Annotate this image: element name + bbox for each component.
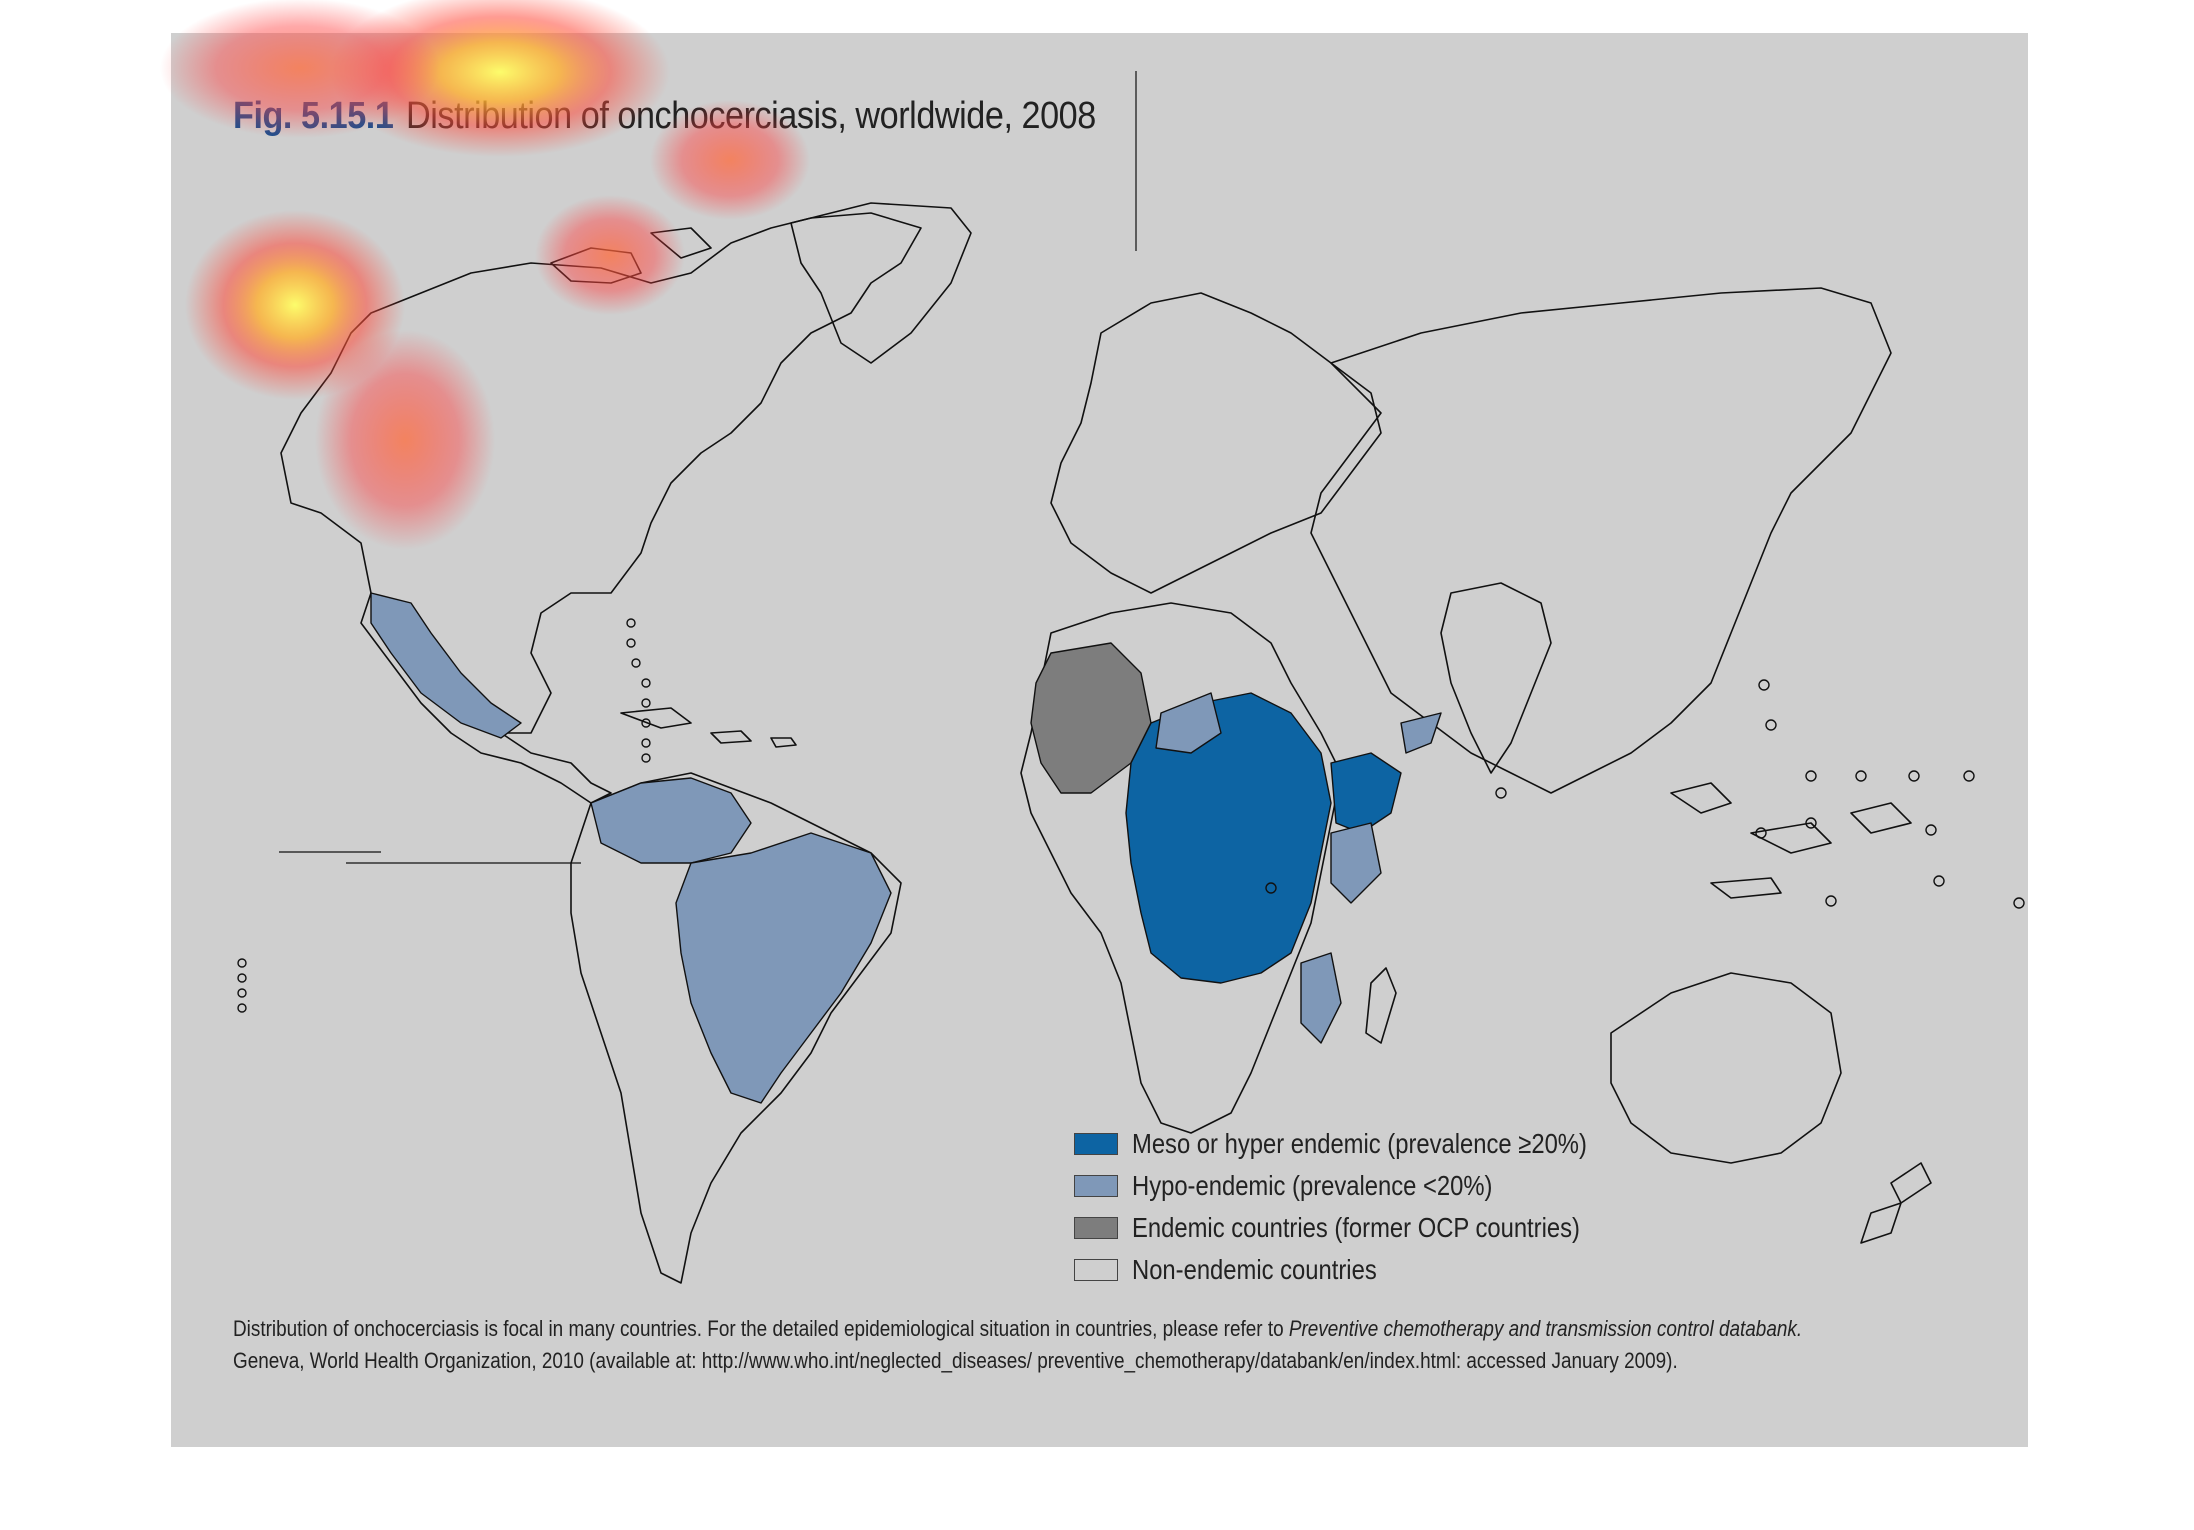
legend-item-meso-hyper: Meso or hyper endemic (prevalence ≥20%) — [1074, 1123, 1667, 1165]
figure-title-text: Distribution of onchocerciasis, worldwid… — [406, 95, 1096, 137]
legend-label-hypo: Hypo-endemic (prevalence <20%) — [1132, 1170, 1493, 1201]
south-america-outline — [570, 772, 902, 1284]
region-hypo-sahel — [1155, 692, 1222, 754]
note-line-1: Distribution of onchocerciasis is focal … — [233, 1313, 1802, 1345]
southeast-asia-islands — [1670, 782, 1912, 899]
figure-note: Distribution of onchocerciasis is focal … — [233, 1313, 1993, 1377]
legend-label-non-endemic: Non-endemic countries — [1132, 1254, 1377, 1285]
legend-label-former-ocp: Endemic countries (former OCP countries) — [1132, 1212, 1580, 1243]
figure-title: Fig. 5.15.1 Distribution of onchocerciasi… — [233, 95, 1096, 138]
legend-item-hypo: Hypo-endemic (prevalence <20%) — [1074, 1165, 1667, 1207]
note-line-1-text: Distribution of onchocerciasis is focal … — [233, 1316, 1289, 1341]
africa-outline — [1020, 602, 1342, 1134]
figure-number: Fig. 5.15.1 — [233, 95, 394, 137]
legend-swatch-former-ocp — [1074, 1217, 1118, 1239]
madagascar-outline — [1365, 967, 1397, 1044]
region-hypo-eastafrica — [1330, 822, 1382, 904]
region-former-ocp — [1030, 642, 1152, 794]
region-meso-hyper-central — [1125, 692, 1332, 984]
caribbean-islands — [620, 707, 797, 748]
region-hypo-northern-south-america — [590, 777, 752, 864]
region-hypo-mexico — [370, 592, 522, 739]
legend-item-non-endemic: Non-endemic countries — [1074, 1249, 1667, 1291]
india-outline — [1440, 582, 1552, 774]
new-zealand-outline — [1860, 1162, 1932, 1244]
europe-outline — [1050, 292, 1382, 594]
region-meso-hyper-eastafrica — [1330, 752, 1402, 834]
legend-swatch-hypo — [1074, 1175, 1118, 1197]
map-panel: Fig. 5.15.1 Distribution of onchocerciasi… — [171, 33, 2028, 1447]
legend-label-meso-hyper: Meso or hyper endemic (prevalence ≥20%) — [1132, 1128, 1587, 1159]
note-line-2: Geneva, World Health Organization, 2010 … — [233, 1348, 1678, 1373]
world-map — [237, 71, 2025, 1284]
asia-outline — [1310, 287, 1892, 794]
north-america-outline — [280, 212, 922, 734]
greenland-outline — [790, 202, 972, 364]
legend-swatch-meso-hyper — [1074, 1133, 1118, 1155]
region-hypo-brazil — [675, 832, 892, 1104]
legend-item-former-ocp: Endemic countries (former OCP countries) — [1074, 1207, 1667, 1249]
map-legend: Meso or hyper endemic (prevalence ≥20%) … — [1074, 1123, 1667, 1291]
australia-outline — [1610, 972, 1842, 1164]
note-databank-title: Preventive chemotherapy and transmission… — [1288, 1316, 1803, 1341]
legend-swatch-non-endemic — [1074, 1259, 1118, 1281]
region-hypo-somalia — [1400, 712, 1442, 754]
region-hypo-mozambique — [1300, 952, 1342, 1044]
